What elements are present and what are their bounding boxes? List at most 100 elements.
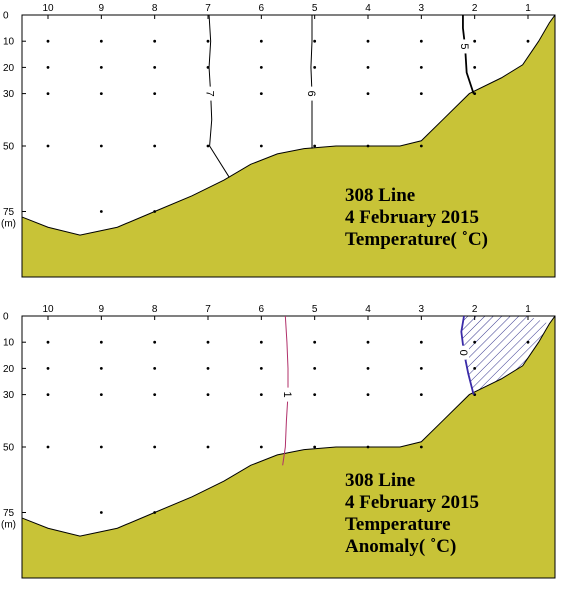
sample-point — [206, 144, 210, 148]
depth-tick-label: 50 — [3, 443, 15, 454]
annotation-line: 4 February 2015 — [345, 207, 480, 228]
annotation-line: Anomaly( ˚C) — [345, 536, 457, 557]
sample-point — [419, 66, 423, 69]
depth-tick-label: 30 — [3, 390, 15, 401]
sample-point — [206, 340, 210, 344]
station-tick-label: 8 — [152, 304, 158, 315]
sample-point — [259, 66, 263, 69]
depth-tick-label: 20 — [3, 63, 15, 74]
sample-point — [313, 367, 317, 370]
station-tick-label: 1 — [525, 304, 531, 315]
annotation-line: Temperature( ˚C) — [345, 229, 488, 250]
station-tick-label: 6 — [259, 304, 265, 315]
sample-point — [206, 393, 210, 396]
sample-point — [99, 367, 103, 370]
sample-point — [366, 445, 370, 449]
sample-point — [366, 144, 370, 148]
sample-point — [206, 367, 210, 370]
annotation-line: 4 February 2015 — [345, 492, 480, 513]
negative-anomaly-hatch — [461, 316, 550, 395]
sample-point — [473, 66, 477, 69]
sample-point — [153, 39, 157, 43]
station-tick-label: 2 — [472, 3, 478, 14]
sample-point — [99, 39, 103, 43]
contour-label-bg — [205, 86, 216, 101]
sample-point — [526, 340, 530, 344]
sample-point — [473, 39, 477, 43]
sample-point — [366, 92, 370, 95]
sample-point — [366, 66, 370, 69]
contour-label-bg — [283, 387, 293, 402]
sample-point — [99, 511, 103, 514]
contour-label-6: 6 — [305, 91, 317, 97]
station-tick-label: 4 — [365, 3, 371, 14]
sample-point — [366, 340, 370, 344]
station-tick-label: 10 — [42, 3, 54, 14]
sample-point — [99, 144, 103, 148]
station-tick-label: 9 — [99, 304, 105, 315]
sample-point — [46, 144, 50, 148]
station-tick-label: 3 — [419, 3, 425, 14]
sample-point — [419, 340, 423, 344]
contour-label-7: 7 — [204, 91, 216, 97]
depth-tick-label: 30 — [3, 89, 15, 100]
sample-point — [259, 92, 263, 95]
sample-point — [46, 92, 50, 95]
station-tick-label: 2 — [472, 304, 478, 315]
station-tick-label: 5 — [312, 3, 318, 14]
station-tick-label: 1 — [525, 3, 531, 14]
sample-point — [259, 340, 263, 344]
sample-point — [419, 92, 423, 95]
sample-point — [99, 445, 103, 449]
sample-point — [419, 367, 423, 370]
annotation-line: 308 Line — [345, 470, 416, 491]
station-tick-label: 4 — [365, 304, 371, 315]
station-tick-label: 3 — [419, 304, 425, 315]
sample-point — [259, 144, 263, 148]
sample-point — [153, 210, 157, 213]
depth-tick-label: 10 — [3, 37, 15, 48]
station-tick-label: 7 — [205, 3, 211, 14]
sample-point — [313, 393, 317, 396]
sample-point — [46, 66, 50, 69]
sample-point — [46, 39, 50, 43]
sample-point — [99, 393, 103, 396]
depth-unit-label: (m) — [1, 520, 16, 531]
depth-tick-label: 50 — [3, 142, 15, 153]
sample-point — [419, 39, 423, 43]
sample-point — [99, 340, 103, 344]
sample-point — [99, 210, 103, 213]
anomaly-section-panel: 10 9 8 7 6 5 4 3 2 1 0 10 20 30 50 75 (m) 1 0 308 Line 4 F… — [0, 300, 576, 600]
depth-tick-label: 0 — [3, 11, 9, 22]
sample-point — [153, 66, 157, 69]
contour-label-bg — [307, 86, 317, 101]
annotation-line: Temperature — [345, 514, 451, 535]
sample-point — [99, 92, 103, 95]
station-tick-label: 8 — [152, 3, 158, 14]
sample-point — [313, 340, 317, 344]
depth-tick-label: 75 — [3, 508, 15, 519]
depth-tick-label: 75 — [3, 207, 15, 218]
sample-point — [153, 393, 157, 396]
annotation-line: 308 Line — [345, 185, 416, 206]
temperature-annotation: 308 Line 4 February 2015 Temperature( ˚C… — [345, 185, 488, 251]
sample-point — [46, 340, 50, 344]
sample-point — [259, 393, 263, 396]
depth-tick-label: 10 — [3, 338, 15, 349]
sample-point — [153, 511, 157, 514]
sample-point — [313, 144, 317, 148]
sample-point — [419, 144, 423, 148]
sample-point — [259, 367, 263, 370]
sample-point — [526, 39, 530, 43]
sample-point — [153, 92, 157, 95]
sample-point — [259, 39, 263, 43]
sample-point — [46, 445, 50, 449]
sample-point — [419, 393, 423, 396]
sample-point — [46, 367, 50, 370]
contour-label-bg — [459, 345, 469, 360]
sample-point — [313, 66, 317, 69]
station-tick-label: 9 — [99, 3, 105, 14]
sample-point — [46, 393, 50, 396]
sample-point — [419, 445, 423, 449]
